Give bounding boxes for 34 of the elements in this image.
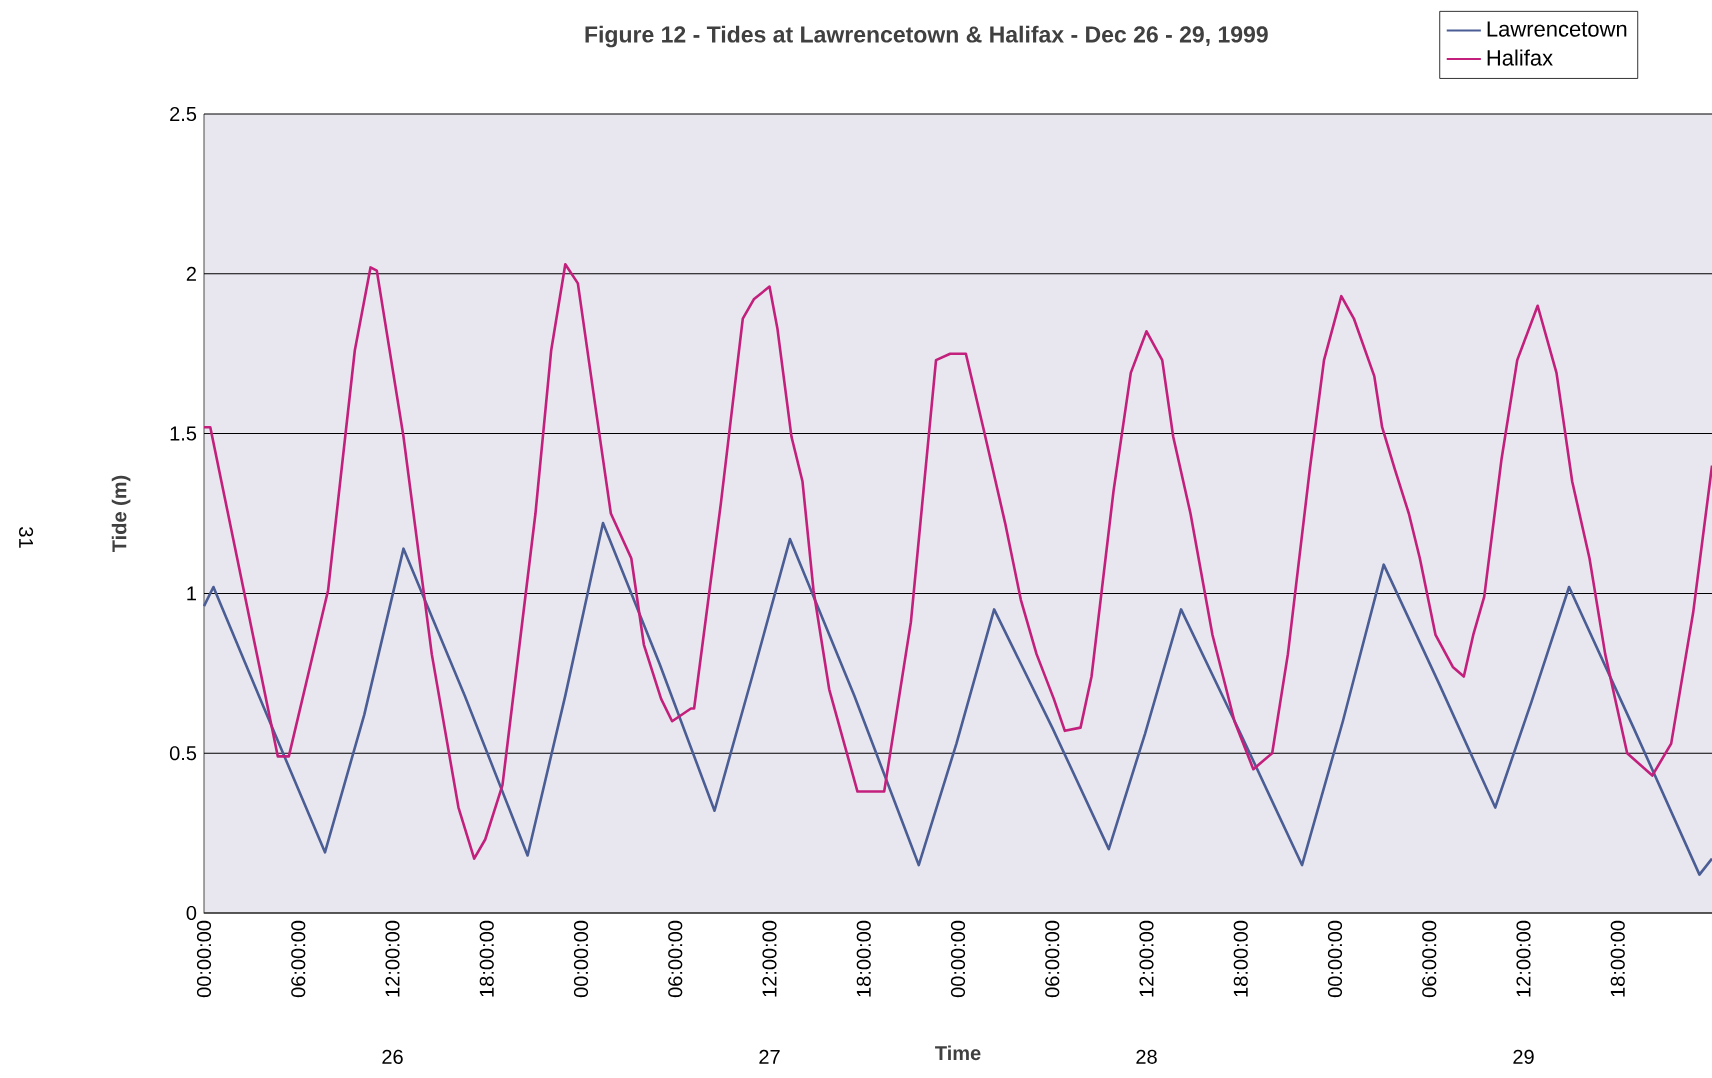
x-tick-label: 00:00:00 [196, 920, 212, 998]
x-tick-label: 12:00:00 [385, 920, 400, 997]
x-tick-label: 00:00:00 [573, 920, 589, 998]
x-tick-label: 06:00:00 [668, 920, 683, 998]
x-tick-label: 18:00:00 [856, 920, 871, 997]
x-tick-label: 18:00:00 [1233, 920, 1248, 997]
x-tick-label: 12:00:00 [1516, 920, 1531, 997]
y-tick-label: 1.5 [170, 426, 197, 441]
legend-label: Halifax [1487, 49, 1553, 66]
legend-label: Lawrencetown [1487, 21, 1627, 37]
text: 28 [1136, 1049, 1157, 1064]
text: 31 [19, 527, 34, 548]
chart-title: Figure 12 - Tides at Lawrencetown & Halifax - Dec 26 - 29, 1999 [585, 25, 1268, 48]
x-tick-label: 06:00:00 [291, 920, 306, 998]
x-tick-label: 12:00:00 [762, 920, 777, 997]
y-tick-label: 1 [187, 586, 196, 601]
text: 27 [759, 1049, 780, 1064]
x-tick-label: 12:00:00 [1139, 920, 1154, 997]
line-series [202, 521, 1712, 876]
x-tick-label: 00:00:00 [1327, 920, 1343, 998]
y-tick-label: 0 [186, 905, 197, 921]
y-tick-label: 0.5 [169, 746, 197, 761]
x-axis-title: Time [935, 1045, 981, 1061]
y-tick-label: 2 [186, 266, 196, 281]
line-series [202, 262, 1712, 860]
text: 26 [382, 1049, 403, 1064]
text: 29 [1513, 1049, 1534, 1064]
x-tick-label: 18:00:00 [1610, 920, 1625, 997]
x-tick-label: 18:00:00 [479, 920, 494, 997]
x-tick-label: 06:00:00 [1422, 920, 1437, 998]
y-tick-label: 2.5 [170, 106, 197, 122]
y-axis-title: Tide (m) [111, 475, 131, 552]
x-tick-label: 06:00:00 [1045, 920, 1060, 998]
x-tick-label: 00:00:00 [950, 920, 966, 998]
